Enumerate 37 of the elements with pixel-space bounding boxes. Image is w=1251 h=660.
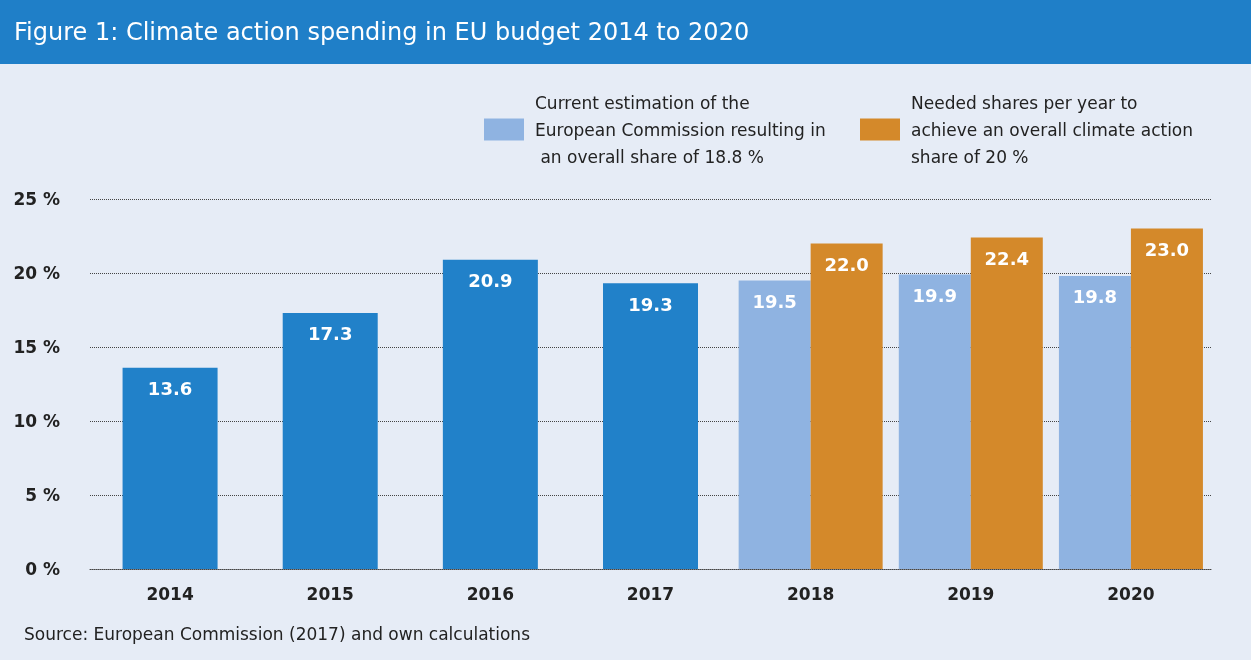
bar [738, 280, 811, 569]
bar [1058, 275, 1131, 569]
x-tick-label: 2015 [306, 583, 354, 604]
data-label: 17.3 [308, 323, 353, 345]
bar [282, 312, 378, 569]
bar [970, 237, 1043, 569]
bar [603, 283, 698, 569]
x-tick-label: 2018 [786, 583, 835, 604]
legend-label: Needed shares per year to achieve an overall climate action share of 20 % [911, 92, 1199, 167]
x-tick-label: 2019 [947, 583, 995, 604]
data-label: 22.0 [824, 253, 869, 275]
legend-label: Current estimation of the European Commission resulting in an overall share of 18.8 % [535, 92, 826, 167]
data-label: 19.8 [1072, 286, 1118, 308]
data-label: 22.4 [984, 247, 1029, 269]
x-tick-label: 2017 [626, 583, 675, 604]
bar [898, 274, 971, 569]
y-tick-label: 0 % [25, 559, 60, 579]
y-tick-label: 20 % [13, 263, 60, 283]
x-tick-label: 2020 [1107, 583, 1155, 604]
y-tick-label: 15 % [13, 337, 60, 357]
x-tick-label: 2014 [146, 583, 194, 604]
data-label: 23.0 [1144, 239, 1190, 261]
chart-title: Figure 1: Climate action spending in EU budget 2014 to 2020 [0, 0, 1251, 64]
data-label: 20.9 [468, 270, 513, 292]
y-tick-label: 5 % [25, 485, 60, 505]
data-label: 19.9 [912, 284, 957, 306]
data-label: 13.6 [147, 378, 193, 400]
x-tick-label: 2016 [466, 583, 515, 604]
bar [810, 243, 883, 569]
bar [1130, 228, 1203, 569]
bar [442, 259, 538, 569]
y-tick-label: 25 % [13, 189, 60, 209]
bar [122, 367, 218, 569]
data-label: 19.3 [628, 293, 673, 315]
y-tick-label: 10 % [13, 411, 60, 431]
data-label: 19.5 [752, 290, 797, 312]
source-note: Source: European Commission (2017) and own calculations [23, 624, 531, 644]
